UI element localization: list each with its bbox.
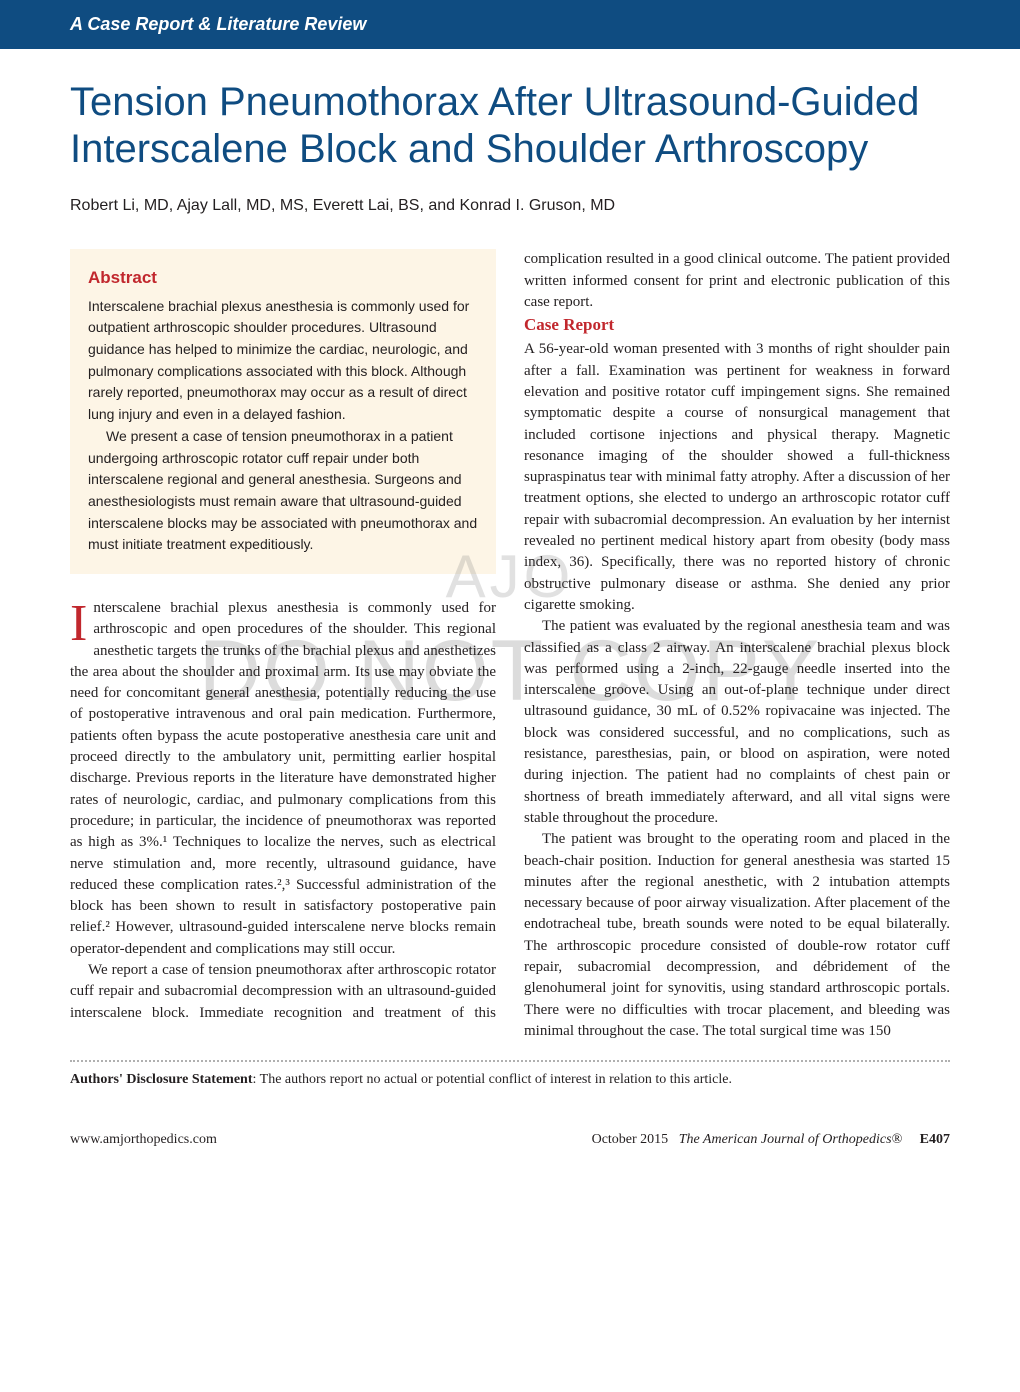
case-p3: The patient was brought to the operating… [524,829,950,1042]
footer-right: October 2015 The American Journal of Ort… [592,1132,950,1148]
footer-journal: The American Journal of Orthopedics® [679,1132,902,1147]
section-label: A Case Report & Literature Review [70,14,366,34]
page-content: Tension Pneumothorax After Ultrasound-Gu… [0,49,1020,1118]
case-p1: A 56-year-old woman presented with 3 mon… [524,339,950,616]
disclosure-text: : The authors report no actual or potent… [253,1072,732,1087]
page-footer: www.amjorthopedics.com October 2015 The … [0,1118,1020,1174]
article-title: Tension Pneumothorax After Ultrasound-Gu… [70,79,950,173]
abstract-heading: Abstract [88,265,478,291]
abstract-box: Abstract Interscalene brachial plexus an… [70,249,496,574]
footer-page: E407 [920,1132,950,1147]
author-line: Robert Li, MD, Ajay Lall, MD, MS, Everet… [70,197,950,215]
dotted-rule [70,1060,950,1062]
disclosure-statement: Authors' Disclosure Statement: The autho… [70,1072,950,1118]
disclosure-label: Authors' Disclosure Statement [70,1072,253,1087]
intro-p1: Interscalene brachial plexus anesthesia … [70,598,496,960]
abstract-p1: Interscalene brachial plexus anesthesia … [88,296,478,426]
case-p2: The patient was evaluated by the regiona… [524,616,950,829]
body-columns: AJO DO NOT COPY Abstract Interscalene br… [70,249,950,1042]
abstract-p2: We present a case of tension pneumothora… [88,426,478,556]
section-header-bar: A Case Report & Literature Review [0,0,1020,49]
footer-url: www.amjorthopedics.com [70,1132,217,1148]
footer-issue: October 2015 [592,1132,669,1147]
case-report-heading: Case Report [524,313,950,337]
